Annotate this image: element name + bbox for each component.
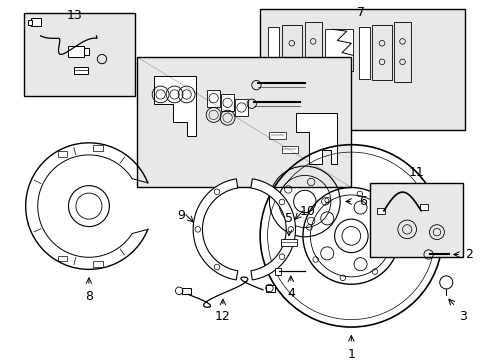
Bar [265, 285, 274, 292]
Bar [74, 67, 88, 74]
Bar [325, 29, 352, 71]
Bar [260, 9, 464, 130]
Bar [207, 90, 220, 107]
Bar [280, 239, 297, 246]
Bar [281, 24, 302, 81]
Bar [393, 22, 410, 82]
Bar [31, 18, 41, 26]
Bar [358, 27, 369, 78]
Text: 2: 2 [464, 248, 472, 261]
Text: 3: 3 [458, 310, 466, 323]
Text: 4: 4 [286, 287, 294, 300]
Bar [221, 94, 234, 111]
Bar [24, 13, 135, 96]
Bar [304, 22, 321, 82]
Text: 7: 7 [356, 6, 364, 19]
Text: 5: 5 [285, 212, 292, 225]
Bar [84, 48, 89, 55]
Bar [58, 256, 67, 261]
Bar [269, 132, 285, 139]
Text: 10: 10 [299, 205, 315, 218]
Bar [274, 267, 280, 275]
Text: 13: 13 [66, 9, 82, 22]
Bar [93, 145, 102, 151]
Polygon shape [137, 57, 350, 188]
Polygon shape [250, 179, 295, 280]
Bar [93, 261, 102, 267]
Text: 8: 8 [85, 290, 93, 303]
Polygon shape [295, 113, 337, 164]
Text: 12: 12 [215, 310, 230, 323]
Text: 1: 1 [346, 347, 355, 360]
Bar [28, 20, 32, 24]
Bar [267, 27, 278, 78]
Polygon shape [193, 179, 237, 280]
Bar [369, 183, 462, 257]
Bar [58, 151, 67, 157]
Bar [419, 204, 427, 210]
Bar [371, 24, 391, 81]
Bar [377, 208, 384, 213]
Polygon shape [154, 76, 196, 136]
Bar [281, 145, 298, 153]
Text: 11: 11 [408, 166, 424, 179]
Bar [182, 288, 191, 294]
Bar [67, 46, 84, 57]
Text: 9: 9 [177, 209, 184, 222]
Bar [235, 99, 247, 116]
Text: 6: 6 [358, 195, 366, 208]
